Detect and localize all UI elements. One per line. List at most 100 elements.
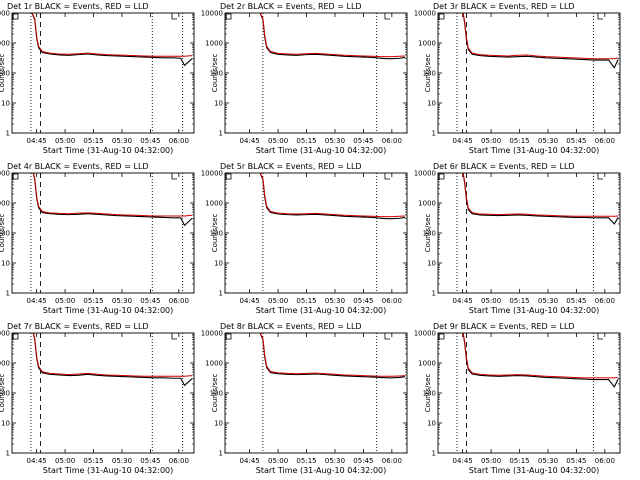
x-tick-label: 05:30 bbox=[112, 457, 132, 465]
y-tick-label: 1 bbox=[432, 450, 436, 458]
x-tick-label: 06:00 bbox=[169, 457, 189, 465]
x-tick-label: 05:30 bbox=[538, 457, 558, 465]
corner-marker bbox=[225, 13, 232, 20]
corner-marker bbox=[171, 333, 177, 340]
chart-title: Det 2r BLACK = Events, RED = LLD bbox=[220, 2, 362, 11]
x-tick-label: 06:00 bbox=[169, 297, 189, 305]
y-tick-label: 10 bbox=[427, 100, 436, 108]
x-tick-label: 05:00 bbox=[55, 297, 75, 305]
corner-marker bbox=[12, 333, 19, 340]
chart-title: Det 7r BLACK = Events, RED = LLD bbox=[7, 322, 149, 331]
y-tick-label: 1000 bbox=[0, 40, 10, 48]
x-tick-label: 05:30 bbox=[112, 297, 132, 305]
y-tick-label: 1 bbox=[432, 290, 436, 298]
x-tick-label: 05:45 bbox=[353, 137, 373, 145]
y-tick-label: 1 bbox=[6, 130, 10, 138]
x-tick-label: 05:45 bbox=[566, 297, 586, 305]
chart-panel: Det 9r BLACK = Events, RED = LLD Counts/s… bbox=[414, 322, 621, 475]
y-tick-label: 1000 bbox=[0, 200, 10, 208]
y-tick-label: 10000 bbox=[201, 10, 223, 18]
events-series-line bbox=[259, 333, 406, 379]
x-axis-label: Start Time (31-Aug-10 04:32:00) bbox=[256, 466, 387, 475]
plot-frame bbox=[11, 172, 195, 294]
y-tick-label: 100 bbox=[210, 70, 223, 78]
chart-panel: Det 2r BLACK = Events, RED = LLD Counts/s… bbox=[201, 2, 408, 155]
y-tick-label: 10 bbox=[427, 420, 436, 428]
corner-marker bbox=[225, 173, 232, 180]
lld-series-line bbox=[32, 333, 193, 377]
y-tick-label: 1000 bbox=[205, 40, 223, 48]
x-tick-label: 05:15 bbox=[296, 297, 316, 305]
chart-title: Det 9r BLACK = Events, RED = LLD bbox=[433, 322, 575, 331]
y-tick-label: 1 bbox=[6, 450, 10, 458]
x-tick-label: 05:30 bbox=[112, 137, 132, 145]
y-tick-label: 1000 bbox=[0, 360, 10, 368]
x-tick-label: 04:45 bbox=[240, 457, 260, 465]
x-tick-label: 05:30 bbox=[538, 297, 558, 305]
y-tick-label: 1 bbox=[219, 450, 223, 458]
x-axis-label: Start Time (31-Aug-10 04:32:00) bbox=[43, 146, 174, 155]
y-tick-label: 1 bbox=[6, 290, 10, 298]
plot-frame bbox=[437, 12, 621, 134]
y-tick-label: 100 bbox=[210, 390, 223, 398]
y-tick-label: 10000 bbox=[0, 330, 10, 338]
y-axis-label: Counts/sec bbox=[211, 214, 219, 253]
y-axis-label: Counts/sec bbox=[424, 374, 432, 413]
y-axis-label: Counts/sec bbox=[0, 214, 6, 253]
corner-marker bbox=[597, 333, 603, 340]
x-tick-label: 05:15 bbox=[509, 297, 529, 305]
x-tick-label: 05:30 bbox=[325, 297, 345, 305]
chart-panel: Det 5r BLACK = Events, RED = LLD Counts/s… bbox=[201, 162, 408, 315]
x-axis-label: Start Time (31-Aug-10 04:32:00) bbox=[469, 466, 600, 475]
y-tick-label: 1000 bbox=[418, 360, 436, 368]
lld-series-line bbox=[462, 173, 619, 217]
x-tick-label: 06:00 bbox=[382, 137, 402, 145]
x-tick-label: 05:45 bbox=[140, 457, 160, 465]
y-tick-label: 1000 bbox=[418, 40, 436, 48]
y-tick-label: 1 bbox=[219, 290, 223, 298]
x-tick-label: 05:00 bbox=[268, 137, 288, 145]
y-tick-label: 10000 bbox=[414, 330, 436, 338]
lld-series-line bbox=[259, 13, 406, 58]
x-tick-label: 05:45 bbox=[353, 457, 373, 465]
events-series-line bbox=[31, 13, 193, 67]
x-tick-label: 05:15 bbox=[83, 297, 103, 305]
chart-panel: Det 3r BLACK = Events, RED = LLD Counts/s… bbox=[414, 2, 621, 155]
y-axis-label: Counts/sec bbox=[0, 374, 6, 413]
chart-title: Det 5r BLACK = Events, RED = LLD bbox=[220, 162, 362, 171]
chart-title: Det 8r BLACK = Events, RED = LLD bbox=[220, 322, 362, 331]
lld-series-line bbox=[259, 333, 406, 377]
y-tick-label: 1000 bbox=[205, 200, 223, 208]
x-tick-label: 05:15 bbox=[509, 137, 529, 145]
x-tick-label: 06:00 bbox=[595, 457, 615, 465]
chart-title: Det 6r BLACK = Events, RED = LLD bbox=[433, 162, 575, 171]
corner-marker bbox=[597, 173, 603, 180]
corner-marker bbox=[171, 173, 177, 180]
lld-series-line bbox=[31, 13, 193, 57]
chart-panel: Det 6r BLACK = Events, RED = LLD Counts/s… bbox=[414, 162, 621, 315]
lld-series-line bbox=[259, 173, 406, 218]
x-axis-label: Start Time (31-Aug-10 04:32:00) bbox=[469, 306, 600, 315]
chart-panel: Det 8r BLACK = Events, RED = LLD Counts/s… bbox=[201, 322, 408, 475]
y-tick-label: 10000 bbox=[414, 170, 436, 178]
x-tick-label: 04:45 bbox=[240, 137, 260, 145]
events-series-line bbox=[462, 13, 619, 69]
y-tick-label: 10 bbox=[427, 260, 436, 268]
x-tick-label: 04:45 bbox=[453, 457, 473, 465]
events-series-line bbox=[259, 13, 406, 60]
x-tick-label: 05:00 bbox=[481, 297, 501, 305]
x-tick-label: 05:45 bbox=[140, 137, 160, 145]
y-tick-label: 10000 bbox=[201, 330, 223, 338]
corner-marker bbox=[438, 333, 445, 340]
chart-title: Det 4r BLACK = Events, RED = LLD bbox=[7, 162, 149, 171]
corner-marker bbox=[438, 13, 445, 20]
x-axis-label: Start Time (31-Aug-10 04:32:00) bbox=[43, 466, 174, 475]
x-tick-label: 05:15 bbox=[83, 137, 103, 145]
lld-series-line bbox=[32, 173, 193, 217]
chart-panel: Det 7r BLACK = Events, RED = LLD Counts/s… bbox=[0, 322, 195, 475]
x-tick-label: 04:45 bbox=[27, 297, 47, 305]
x-tick-label: 05:30 bbox=[325, 457, 345, 465]
chart-panel: Det 1r BLACK = Events, RED = LLD Counts/s… bbox=[0, 2, 195, 155]
events-series-line bbox=[462, 333, 619, 388]
